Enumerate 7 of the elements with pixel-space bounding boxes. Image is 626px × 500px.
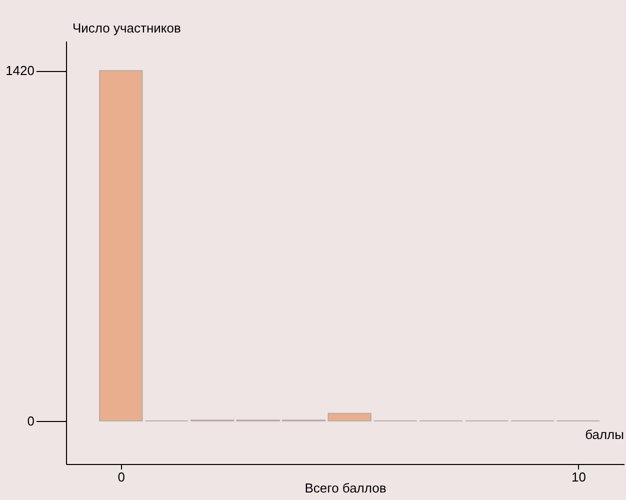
bar [99,70,143,422]
y-tick-label: 1420 [6,63,34,78]
bar [328,412,372,422]
x-tick-label: 10 [572,470,586,484]
annotation: баллы [585,426,624,442]
y-axis-title: Число участников [72,20,181,36]
x-axis-title: Всего баллов [304,480,386,496]
